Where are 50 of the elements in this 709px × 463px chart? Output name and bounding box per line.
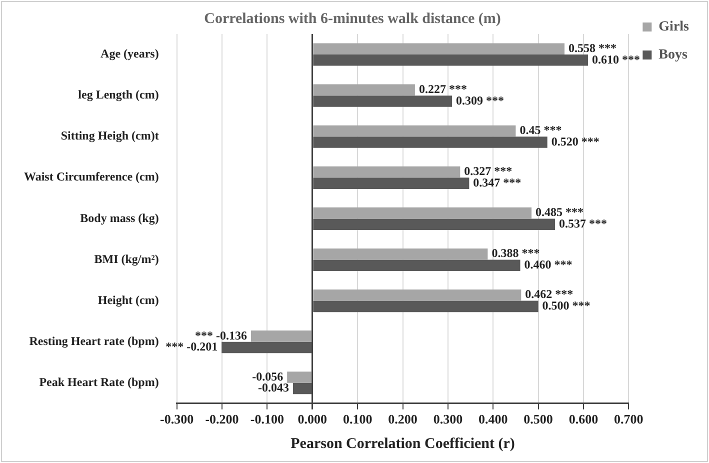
bar <box>287 372 312 383</box>
x-tick-label: 0.000 <box>298 412 328 427</box>
x-tick-label: 0.300 <box>433 412 463 427</box>
data-label: 0.462 *** <box>525 287 574 302</box>
bar <box>313 260 520 272</box>
data-label: 0.558 *** <box>568 40 617 55</box>
x-axis-title: Pearson Correlation Coefficient (r) <box>290 436 515 452</box>
x-tick-label: 0.100 <box>342 412 372 427</box>
data-label: 0.500 *** <box>542 298 590 313</box>
bar <box>250 330 312 342</box>
y-tick-label: Waist Circumference (cm) <box>24 170 159 184</box>
y-tick-label: Resting Heart rate (bpm) <box>29 334 159 348</box>
x-tick-label: 0.200 <box>388 412 418 427</box>
data-label: -0.056 <box>252 369 284 384</box>
bar <box>313 248 488 260</box>
x-tick-label: 0.600 <box>568 412 598 427</box>
y-tick-label: BMI (kg/m²) <box>94 252 159 266</box>
bar <box>313 178 470 189</box>
bar <box>313 136 548 148</box>
x-tick-label: 0.700 <box>614 412 644 427</box>
data-label: 0.610 *** <box>592 52 640 66</box>
y-tick-label: Peak Heart Rate (bpm) <box>39 374 159 389</box>
bar <box>313 207 532 219</box>
x-tick-label: 0.500 <box>524 412 553 427</box>
data-label: *** -0.201 <box>166 340 218 354</box>
chart-title: Correlations with 6-minutes walk distance (m) <box>204 10 501 27</box>
data-label: -0.043 <box>258 380 289 395</box>
y-tick-label: Sitting Heigh (cm)t <box>60 128 159 143</box>
x-tick-label: 0.400 <box>478 412 508 427</box>
legend-label: Girls <box>658 20 690 35</box>
bar <box>313 166 460 178</box>
bar <box>313 96 452 107</box>
y-tick-label: leg Length (cm) <box>78 88 159 102</box>
bar <box>313 218 556 230</box>
x-tick-label: -0.200 <box>205 412 239 427</box>
bar <box>313 290 522 301</box>
bar <box>313 300 538 312</box>
bar <box>313 43 565 55</box>
y-tick-label: Body mass (kg) <box>80 210 159 225</box>
y-tick-label: Age (years) <box>100 46 159 61</box>
data-label: *** -0.136 <box>194 328 247 342</box>
bar <box>222 342 312 354</box>
legend-label: Boys <box>658 48 688 63</box>
bar <box>313 84 415 96</box>
bar <box>292 382 312 394</box>
x-tick-label: -0.100 <box>250 412 284 427</box>
bar <box>313 54 588 66</box>
x-tick-label: -0.300 <box>160 412 194 427</box>
bar <box>313 125 516 137</box>
y-tick-label: Height (cm) <box>98 292 159 307</box>
